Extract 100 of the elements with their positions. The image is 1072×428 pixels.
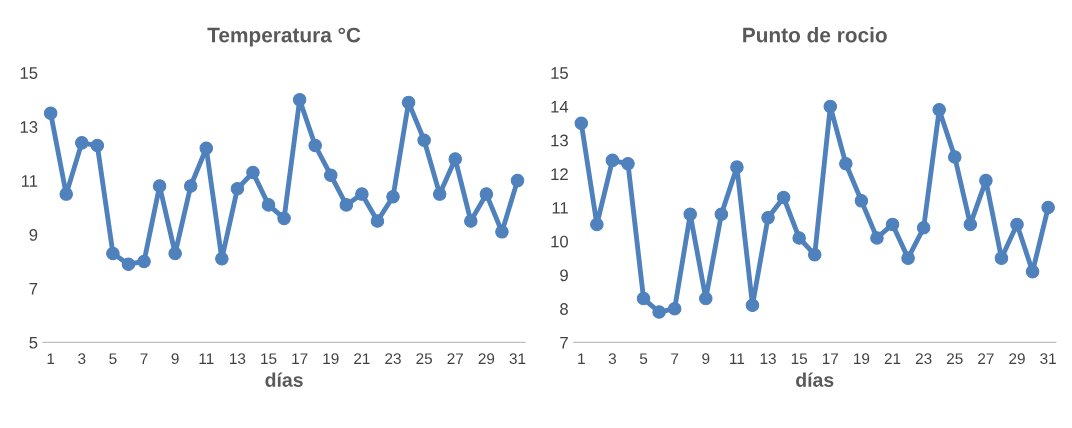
x-tick-label: 1: [47, 353, 55, 364]
y-tick-label: 11: [552, 202, 568, 214]
x-tick-label: 25: [947, 353, 963, 365]
point: [261, 198, 276, 212]
point: [308, 138, 322, 153]
x-tick-label: 3: [608, 353, 616, 365]
point: [1010, 217, 1024, 232]
x-axis-title: días: [796, 372, 834, 387]
x-tick-label: 15: [261, 353, 277, 365]
point: [292, 92, 307, 107]
x-tick-label: 31: [1040, 353, 1056, 365]
y-tick-label: 13: [20, 121, 38, 133]
point: [963, 217, 978, 232]
point: [43, 106, 58, 120]
x-tick-label: 17: [292, 353, 308, 364]
point: [246, 165, 260, 180]
x-tick-label: 9: [171, 353, 179, 365]
y-tick-label: 14: [551, 101, 569, 113]
x-tick-label: 19: [854, 353, 870, 365]
point: [168, 246, 182, 261]
x-tick-label: 9: [702, 353, 710, 365]
y-tick-label: 10: [551, 235, 569, 248]
point: [683, 207, 697, 222]
point: [699, 291, 713, 306]
point: [479, 187, 494, 201]
point: [979, 173, 993, 188]
x-tick-label: 23: [385, 353, 401, 365]
point: [370, 214, 385, 228]
point: [495, 225, 509, 239]
x-tick-label: 21: [884, 353, 901, 364]
y-tick-label: 5: [29, 336, 38, 349]
x-tick-label: 5: [109, 353, 117, 365]
point: [90, 138, 105, 153]
x-tick-label: 13: [760, 353, 776, 365]
point: [75, 136, 89, 150]
point: [605, 153, 620, 168]
point: [916, 221, 931, 235]
x-tick-label: 23: [915, 353, 932, 365]
y-tick-label: 13: [551, 134, 568, 147]
point: [807, 248, 822, 262]
point: [59, 187, 73, 201]
x-tick-label: 11: [730, 353, 745, 364]
point: [386, 190, 400, 204]
point: [137, 254, 151, 269]
point: [510, 173, 525, 188]
point: [621, 156, 635, 171]
x-tick-label: 3: [78, 353, 86, 365]
x-tick-label: 5: [639, 353, 648, 365]
x-axis-title: días: [265, 372, 303, 387]
x-tick-label: 27: [447, 353, 463, 364]
point: [1025, 264, 1040, 279]
x-tick-label: 7: [140, 353, 148, 364]
point: [339, 198, 354, 212]
point: [714, 207, 729, 222]
point: [152, 179, 167, 193]
x-tick-label: 15: [791, 353, 808, 365]
x-tick-label: 7: [671, 353, 679, 364]
point: [932, 103, 946, 117]
point: [1041, 200, 1055, 215]
point: [401, 95, 416, 110]
x-tick-label: 1: [578, 353, 585, 364]
y-tick-label: 11: [21, 175, 38, 187]
point: [994, 251, 1009, 265]
point: [885, 217, 900, 232]
y-tick-label: 15: [551, 67, 568, 79]
point: [854, 194, 869, 208]
point: [448, 152, 463, 166]
point: [121, 257, 136, 271]
chart-title: Punto de rocio: [743, 27, 887, 43]
x-tick-label: 29: [478, 353, 495, 365]
point: [355, 187, 369, 201]
x-tick-label: 17: [822, 353, 839, 364]
y-tick-label: 9: [29, 228, 38, 241]
point: [432, 187, 447, 201]
point: [839, 156, 853, 171]
point: [792, 231, 806, 245]
point: [323, 168, 338, 182]
point: [745, 298, 760, 313]
point: [667, 301, 682, 316]
y-tick-label: 9: [560, 269, 568, 282]
point: [730, 160, 744, 174]
point: [417, 133, 431, 147]
y-tick-label: 7: [560, 336, 568, 349]
x-tick-label: 19: [323, 353, 339, 365]
point: [590, 217, 604, 232]
point: [776, 190, 791, 205]
y-tick-label: 15: [20, 67, 38, 79]
point: [183, 179, 198, 193]
point: [464, 214, 478, 228]
point: [199, 141, 214, 156]
point: [574, 116, 589, 131]
point: [277, 211, 291, 226]
x-tick-label: 27: [978, 353, 994, 364]
chart-title: Temperatura °C: [207, 27, 361, 47]
point: [230, 181, 245, 196]
point: [823, 99, 838, 114]
point: [901, 251, 915, 265]
point: [948, 150, 962, 164]
y-tick-label: 7: [29, 283, 38, 295]
x-tick-label: 13: [230, 353, 246, 365]
